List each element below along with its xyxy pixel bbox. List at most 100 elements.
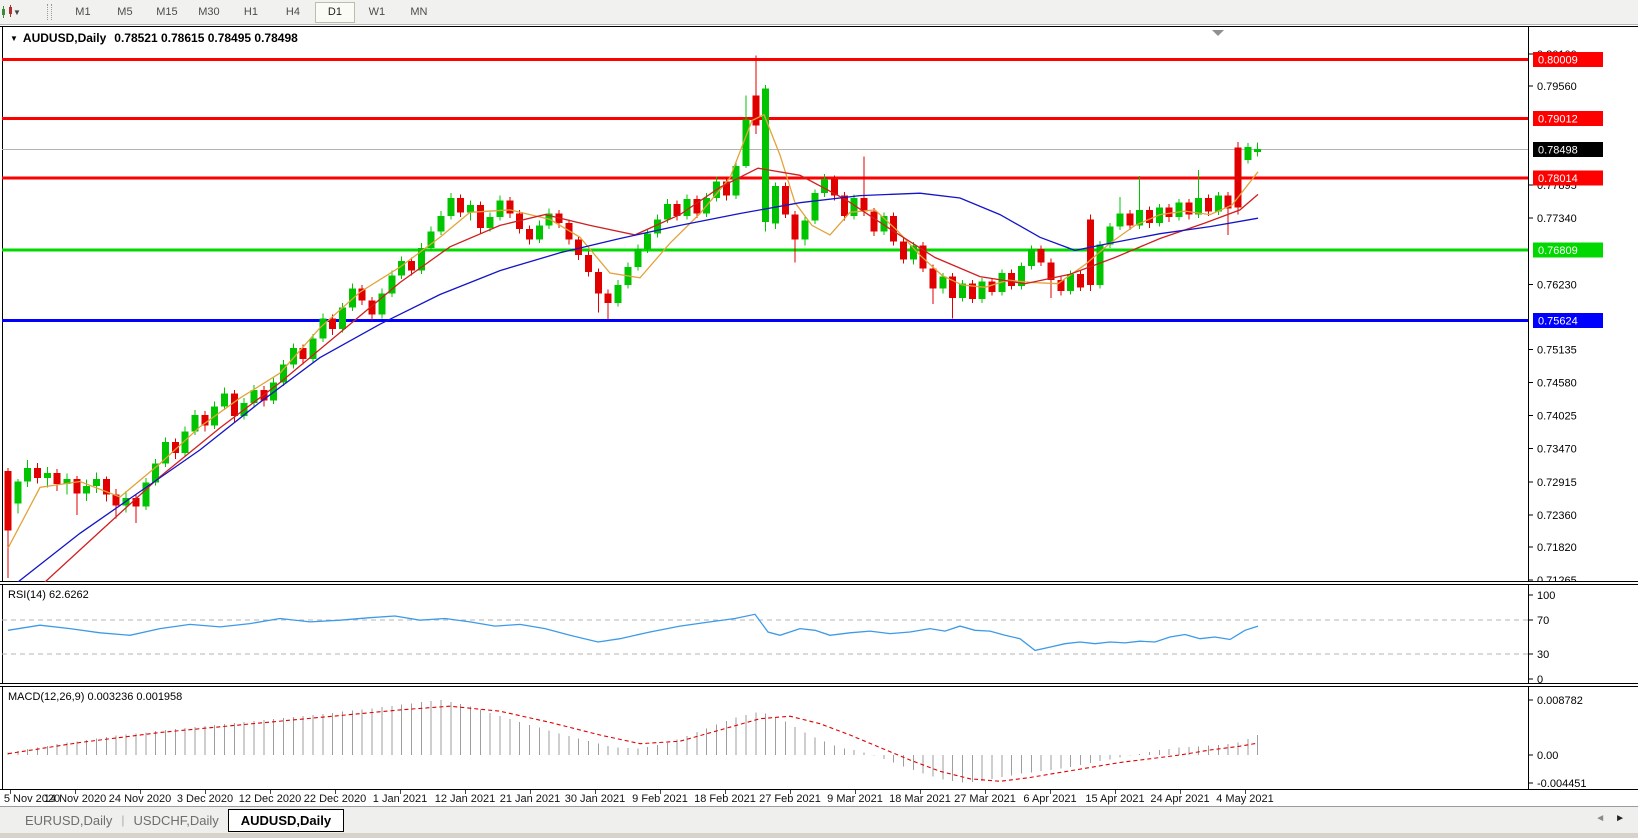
date-label: 14 Nov 2020	[43, 793, 107, 805]
candle-up	[280, 364, 288, 383]
candle-up	[142, 482, 150, 507]
date-tick	[1115, 790, 1116, 794]
date-label: 30 Jan 2021	[564, 793, 626, 805]
date-label: 3 Dec 2020	[176, 793, 234, 805]
candle-up	[447, 197, 455, 216]
tab-scroll-right-icon[interactable]: ►	[1615, 813, 1625, 824]
candle-down	[171, 442, 179, 453]
candle-up	[388, 275, 396, 294]
chart-tab-audusd-daily[interactable]: AUDUSD,Daily	[227, 808, 345, 832]
candle-up	[152, 463, 160, 483]
candle-up	[939, 276, 947, 289]
toolbar-grip	[46, 4, 52, 20]
ma-mid-line	[44, 167, 1259, 582]
candle-down	[860, 197, 868, 212]
candle-up	[1096, 244, 1104, 285]
date-tick	[335, 790, 336, 794]
candle-up	[1136, 209, 1144, 226]
candle-up	[486, 217, 494, 228]
timeframe-button-w1[interactable]: W1	[368, 6, 386, 18]
candle-down	[506, 200, 514, 214]
timeframe-button-mn[interactable]: MN	[410, 6, 428, 18]
candle-up	[417, 248, 425, 271]
date-tick	[1245, 790, 1246, 794]
chart-title: ▼ AUDUSD,Daily 0.78521 0.78615 0.78495 0.7…	[10, 31, 298, 45]
candle-down	[1185, 202, 1193, 215]
tab-scroll-left-icon[interactable]: ◄	[1595, 813, 1606, 824]
candle-up	[220, 393, 228, 407]
timeframe-button-d1[interactable]: D1	[314, 1, 355, 23]
collapse-indicator-icon: ▼	[10, 34, 18, 43]
candle-down	[585, 255, 593, 272]
candle-up	[250, 389, 258, 403]
timeframe-button-m1[interactable]: M1	[75, 6, 91, 18]
level-price-badge-bg	[1533, 111, 1603, 127]
date-label: 24 Apr 2021	[1150, 793, 1210, 805]
chart-tools-icon[interactable]	[2, 2, 12, 22]
candle-up	[319, 318, 327, 339]
candle-up	[427, 231, 435, 249]
level-price-badge: 0.78014	[1538, 173, 1578, 185]
timeframe-button-m15[interactable]: M15	[156, 6, 178, 18]
chart-tab-usdchf-daily[interactable]: USDCHF,Daily	[133, 812, 219, 828]
candle-up	[742, 119, 750, 166]
date-tick	[400, 790, 401, 794]
chart-tab-eurusd-daily[interactable]: EURUSD,Daily	[25, 812, 113, 828]
timeframe-button-m30[interactable]: M30	[198, 6, 220, 18]
timeframe-button-h4[interactable]: H4	[285, 6, 300, 18]
candle-down	[722, 181, 730, 196]
macd-indicator-label: MACD(12,26,9) 0.003236 0.001958	[8, 691, 183, 703]
current-price-badge-bg	[1533, 141, 1603, 157]
rsi-chart-canvas[interactable]: 100 70 30 0	[0, 584, 1638, 684]
rsi-tick: 70	[1537, 615, 1549, 627]
macd-chart-canvas[interactable]: 0.008782 0.00 -0.004451	[0, 686, 1638, 790]
candle-up	[496, 200, 504, 218]
date-label: 15 Apr 2021	[1085, 793, 1145, 805]
candle-up	[663, 203, 671, 220]
date-tick	[985, 790, 986, 794]
candle-up	[309, 338, 317, 359]
candle-up	[821, 178, 829, 194]
candle-down	[407, 261, 415, 271]
candle-up	[801, 220, 809, 240]
candle-up	[378, 293, 386, 315]
ma-fast-line	[7, 113, 1259, 549]
candle-down	[457, 197, 465, 213]
candle-up	[93, 479, 101, 487]
candle-down	[112, 494, 120, 506]
level-price-badge-bg	[1533, 312, 1603, 328]
macd-tick: 0.00	[1537, 750, 1558, 762]
price-tick: 0.74580	[1537, 378, 1577, 390]
date-axis: 5 Nov 2020 14 Nov 2020 24 Nov 2020 3 Dec 20…	[0, 790, 1638, 806]
candle-down	[358, 288, 366, 301]
candle-down	[299, 348, 307, 359]
date-tick	[595, 790, 596, 794]
level-price-badge-bg	[1533, 170, 1603, 186]
rsi-indicator-label: RSI(14) 62.6262	[8, 589, 89, 601]
status-strip	[0, 833, 1638, 838]
candle-down	[34, 467, 42, 478]
candle-up	[191, 414, 199, 432]
price-chart-canvas[interactable]: 0.801000.795600.778950.773400.762300.751…	[0, 26, 1638, 582]
date-label: 9 Mar 2021	[827, 793, 883, 805]
chart-tools-dropdown-icon[interactable]: ▼	[13, 7, 21, 17]
candle-down	[1086, 219, 1094, 285]
price-tick: 0.73470	[1537, 444, 1577, 456]
candlestick-glyph-icon	[2, 5, 12, 18]
timeframe-button-m5[interactable]: M5	[117, 6, 133, 18]
candle-down	[1057, 280, 1065, 291]
date-tick	[790, 790, 791, 794]
candle-down	[575, 239, 583, 256]
candle-down	[1037, 249, 1045, 263]
date-tick	[75, 790, 76, 794]
candle-up	[634, 249, 642, 268]
timeframe-button-h1[interactable]: H1	[243, 6, 258, 18]
candle-down	[870, 211, 878, 232]
date-label: 18 Mar 2021	[889, 793, 951, 805]
candle-up	[978, 281, 986, 300]
macd-tick: 0.008782	[1537, 695, 1583, 707]
date-tick	[10, 790, 11, 794]
candle-down	[604, 293, 612, 303]
ohlc-values: 0.78521 0.78615 0.78495 0.78498	[114, 31, 298, 45]
chart-shift-marker-icon	[1212, 30, 1224, 36]
